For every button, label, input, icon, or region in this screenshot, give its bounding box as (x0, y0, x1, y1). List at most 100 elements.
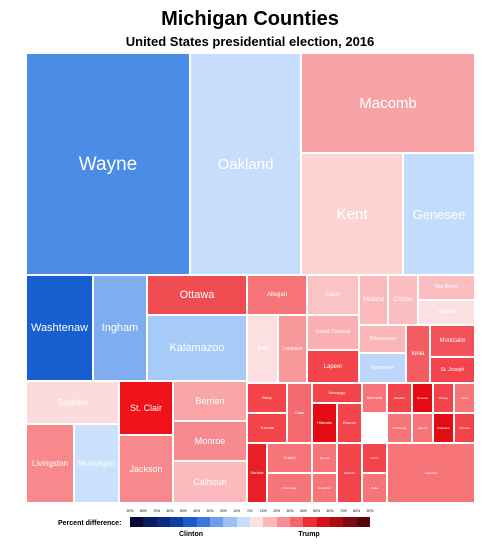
legend-swatch (130, 517, 144, 527)
legend-swatch (169, 517, 184, 527)
county-label-houghton: Houghton (317, 485, 331, 490)
county-label-osceola: Osceola (416, 395, 428, 400)
county-cell-livingston: Livingston (26, 424, 74, 503)
county-label-oceana: Oceana (459, 425, 470, 430)
county-label-marquette: Marquette (371, 364, 394, 371)
county-label-monroe: Monroe (194, 435, 226, 446)
legend-right-label: Trump (298, 531, 320, 538)
county-label-kalkaska: Kalkaska (437, 425, 450, 430)
county-label-genesee: Genesee (412, 206, 466, 222)
county-label-newaygo: Newaygo (328, 390, 346, 395)
county-label-emmet: Emmet (319, 455, 330, 460)
county-cell-tuscola: Tuscola (247, 413, 287, 443)
chart-title: Michigan Counties (161, 8, 339, 30)
legend-tick-label: 0% (247, 509, 253, 513)
county-cell-monroe: Monroe (173, 421, 247, 461)
county-cell-st-clair: St. Clair (119, 381, 173, 435)
county-label-gladwin: Gladwin (394, 395, 405, 400)
county-cell-cass: Cass (287, 383, 312, 443)
county-label-sanilac: Sanilac (250, 470, 264, 475)
county-label-grand-traverse: Grand Traverse (315, 329, 351, 335)
legend-tick-label: 80% (139, 509, 147, 513)
county-cell-lapeer: Lapeer (307, 350, 359, 383)
legend-swatch (343, 517, 357, 527)
county-label-eaton: Eaton (325, 292, 341, 298)
county-label-tuscola: Tuscola (260, 425, 274, 430)
county-cell-isabella: Isabella (418, 300, 475, 325)
county-label-jackson: Jackson (129, 463, 163, 474)
county-cell-huron: Huron (362, 443, 387, 473)
county-cell-cheboygan: Cheboygan (267, 473, 312, 503)
legend-tick-label: 30% (206, 509, 214, 513)
county-label-saginaw: Saginaw (57, 397, 88, 407)
county-label-kalamazoo: Kalamazoo (169, 341, 225, 354)
legend-tick-label: 80% (353, 509, 361, 513)
county-label-isabella: Isabella (437, 309, 456, 315)
county-cell-saginaw: Saginaw (26, 381, 119, 424)
legend-swatch (276, 517, 290, 527)
county-cell-midland: Midland (359, 275, 388, 325)
county-label-ionia: Ionia (411, 351, 425, 357)
county-label-oakland: Oakland (217, 155, 274, 173)
county-label-st-clair: St. Clair (129, 402, 162, 413)
county-label-washtenaw: Washtenaw (30, 321, 89, 334)
legend-tick-label: 20% (273, 509, 281, 513)
legend-title: Percent difference: (58, 520, 122, 527)
county-cell-lenawee: Lenawee (278, 315, 307, 383)
county-label-montcalm: Montcalm (439, 338, 466, 344)
county-cell-muskegon: Muskegon (74, 424, 119, 503)
county-label-branch: Branch (343, 420, 356, 425)
county-cell-clinton: Clinton (388, 275, 418, 325)
county-label-allegan: Allegan (266, 292, 287, 298)
county-cell-newaygo: Newaygo (312, 383, 362, 403)
legend-tick-label: 70% (339, 509, 347, 513)
county-label-berrien: Berrien (195, 395, 225, 406)
legend-tick-label: 40% (299, 509, 307, 513)
county-cell-genesee: Genesee (403, 153, 475, 275)
county-label-ingham: Ingham (101, 321, 139, 334)
county-cell-jackson: Jackson (119, 435, 173, 503)
county-label-charlevoix: Charlevoix (392, 425, 407, 430)
county-cell-marquette: Marquette (359, 353, 406, 383)
county-cell-macomb: Macomb (301, 53, 475, 153)
county-cell-allegan: Allegan (247, 275, 307, 315)
legend-tick-label: 10% (233, 509, 241, 513)
county-label-kent: Kent (336, 205, 368, 223)
legend-swatch (236, 517, 250, 527)
county-label-hillsdale: Hillsdale (316, 420, 333, 425)
county-label-lenawee: Lenawee (282, 345, 303, 352)
county-label-delta: Delta (370, 485, 378, 490)
county-label-alpena: Alpena (417, 425, 428, 430)
treemap: Wayne Oakland Macomb Kent Genesee Washtenaw In… (26, 53, 475, 503)
county-cell-gladwin: Gladwin (387, 383, 412, 413)
county-cell-bay: Bay (247, 315, 278, 383)
county-cell-iosco: Iosco (454, 383, 475, 413)
county-label-macomb: Macomb (359, 94, 417, 112)
county-cell-st-joseph: St. Joseph (430, 357, 475, 383)
legend-tick-label: 40% (193, 509, 201, 513)
county-label-cass: Cass (294, 410, 305, 415)
legend-swatch (183, 517, 197, 527)
county-cell-ingham: Ingham (93, 275, 147, 381)
county-cell-montcalm: Montcalm (430, 325, 475, 357)
county-cell-shiawassee: Shiawassee (359, 325, 406, 353)
legend-tick-label: 90% (126, 509, 134, 513)
legend-swatch (143, 517, 157, 527)
county-label-wayne: Wayne (78, 153, 138, 175)
county-label-gratiot: Gratiot (283, 455, 296, 460)
county-cell-ionia: Ionia (406, 325, 430, 383)
legend-swatch (289, 517, 304, 527)
county-cell-charlevoix: Charlevoix (387, 413, 412, 443)
county-label-calhoun: Calhoun (193, 476, 227, 487)
county-label-clinton: Clinton (393, 297, 413, 303)
county-label-cheboygan: Cheboygan (281, 485, 298, 490)
county-label-iosco: Iosco (460, 395, 469, 400)
county-label-wexford: Wexford (343, 470, 356, 475)
county-label-otsego: Otsego (438, 395, 449, 400)
county-cell-emmet: Emmet (312, 443, 337, 473)
legend-left-label: Clinton (178, 531, 204, 538)
legend-tick-label: 20% (219, 509, 227, 513)
legend-swatch (196, 517, 210, 527)
legend-swatch (303, 517, 317, 527)
county-label-shiawassee: Shiawassee (369, 335, 396, 342)
